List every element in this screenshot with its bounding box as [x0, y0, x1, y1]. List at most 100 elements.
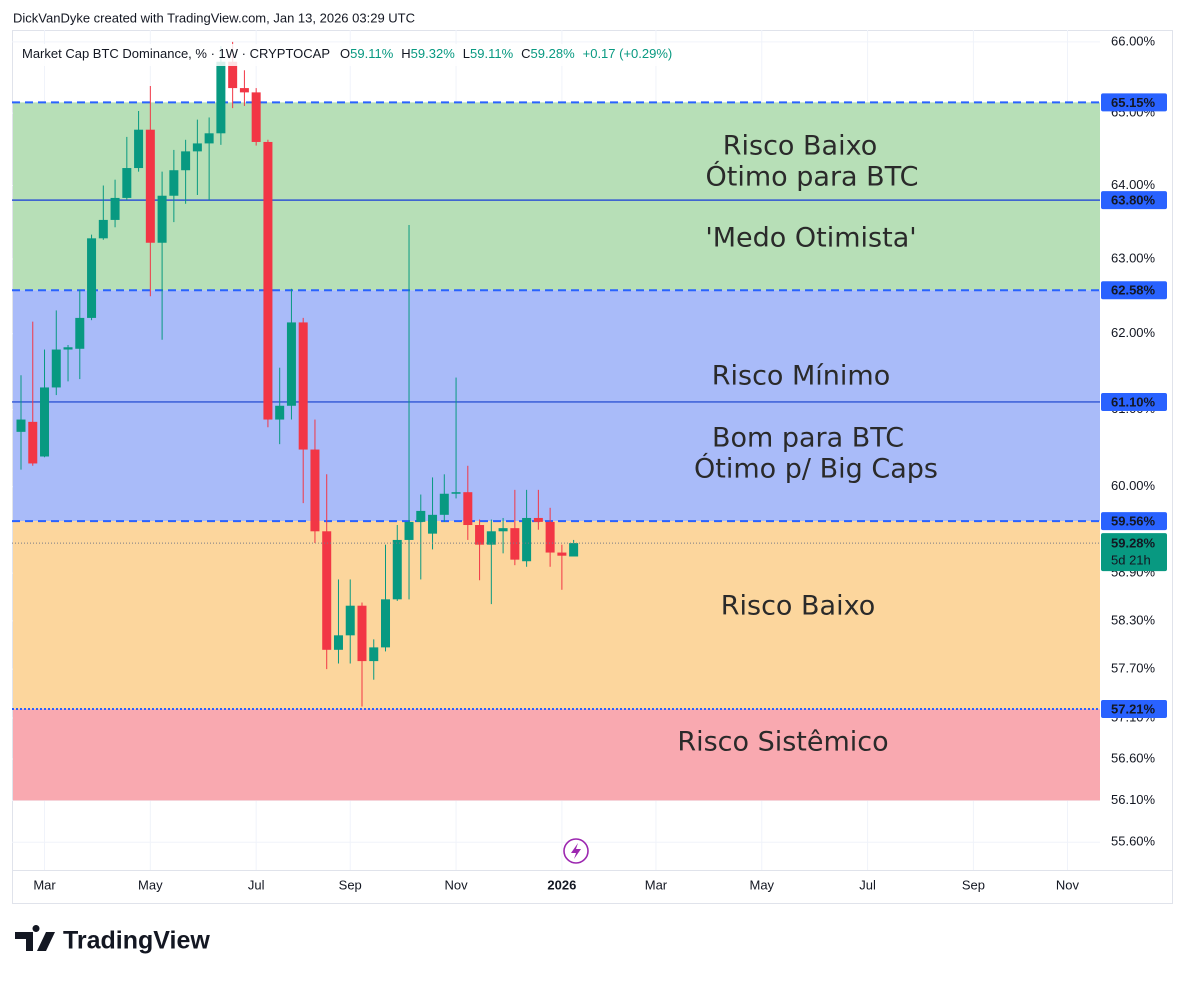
last-price-label: 59.28%: [1111, 536, 1156, 551]
zone: [13, 521, 1100, 709]
candle-body: [181, 151, 191, 171]
level-tag-label: 61.10%: [1111, 394, 1156, 409]
zone-label: Risco Mínimo: [712, 361, 891, 392]
brand-name: TradingView: [63, 927, 210, 955]
candle-body: [416, 510, 426, 522]
candle-body: [16, 419, 26, 432]
chart-frame: [12, 30, 1173, 904]
h-label: H: [401, 46, 410, 61]
level-tag-label: 63.80%: [1111, 193, 1156, 208]
zone-label: Risco Baixo: [721, 591, 876, 622]
level-tag-label: 57.21%: [1111, 701, 1156, 716]
x-tick-label: Jul: [248, 877, 265, 892]
candle-body: [275, 405, 285, 420]
candle-body: [451, 492, 461, 494]
zone-label: 'Medo Otimista': [705, 223, 916, 254]
candle-body: [286, 322, 296, 406]
o: 59.11%: [350, 46, 394, 61]
zones: [13, 102, 1100, 801]
zone-label: Risco Sistêmico: [677, 727, 888, 758]
y-tick-label: 62.00%: [1111, 325, 1156, 340]
level-tag-label: 65.15%: [1111, 95, 1156, 110]
y-tick-label: 58.30%: [1111, 612, 1156, 627]
candle-body: [392, 539, 402, 600]
zone: [13, 708, 1100, 801]
level-tag-label: 62.58%: [1111, 283, 1156, 298]
candle-body: [75, 317, 85, 349]
candle-body: [310, 449, 320, 532]
y-tick-label: 56.60%: [1111, 750, 1156, 765]
candle-body: [381, 599, 391, 648]
zone-label: Ótimo para BTC: [706, 161, 919, 193]
event-bolt: [571, 843, 581, 859]
candle-body: [557, 552, 567, 556]
candle-body: [216, 61, 226, 134]
legend-bg: [16, 44, 756, 66]
candle-body: [204, 133, 214, 144]
y-tick-label: 64.00%: [1111, 177, 1156, 192]
zone-label: Bom para BTC: [712, 423, 904, 454]
credit: DickVanDyke created with TradingView.com…: [13, 10, 415, 25]
annotations: Risco Baixo Ótimo para BTC 'Medo Otimist…: [677, 131, 938, 758]
y-tick-label: 63.00%: [1111, 250, 1156, 265]
sep: ·: [238, 46, 250, 61]
level-tag: [1101, 281, 1167, 300]
level-tag: [1101, 93, 1167, 112]
y-tick-label: 57.70%: [1111, 661, 1156, 676]
c-label: C: [521, 46, 530, 61]
candle-body: [263, 141, 273, 420]
axes: 66.00%65.00%64.00%63.00%62.00%61.00%60.0…: [33, 33, 1167, 892]
l-label: L: [463, 46, 470, 61]
candle-body: [545, 521, 555, 553]
candle-body: [98, 219, 108, 239]
legend-text: Market Cap BTC Dominance, % · 1W · CRYPT…: [22, 46, 672, 61]
legend: Market Cap BTC Dominance, % · 1W · CRYPT…: [16, 44, 756, 66]
countdown: 5d 21h: [1111, 553, 1151, 568]
candle-body: [239, 88, 249, 93]
x-tick-label: Sep: [962, 877, 985, 892]
candle-body: [63, 347, 73, 350]
level-tag: [1101, 392, 1167, 411]
zone-label: Risco Baixo: [723, 131, 878, 162]
candle-body: [333, 635, 343, 650]
candles: [12, 41, 1100, 707]
candle-body: [251, 92, 261, 142]
candle-body: [369, 647, 379, 662]
o-label: O: [340, 46, 350, 61]
candle-body: [169, 170, 179, 196]
zone: [13, 290, 1100, 522]
candle-body: [486, 531, 496, 545]
candle-body: [345, 605, 355, 636]
c: 59.28%: [531, 46, 576, 61]
zone: [13, 102, 1100, 291]
sep: ·: [207, 46, 219, 61]
candle-body: [533, 517, 543, 522]
candle-body: [157, 195, 167, 243]
x-tick-label: Jul: [859, 877, 876, 892]
l: 59.11%: [470, 46, 514, 61]
level-tag: [1101, 191, 1167, 210]
level-tag: [1101, 699, 1167, 718]
candle-body: [28, 421, 38, 464]
candle-body: [522, 517, 532, 562]
candle-body: [134, 129, 144, 169]
symbol: Market Cap BTC Dominance, %: [22, 46, 207, 61]
x-tick-label: May: [138, 877, 163, 892]
event-icon[interactable]: [563, 838, 589, 864]
candle-body: [145, 129, 155, 243]
exchange: CRYPTOCAP: [250, 46, 330, 61]
candle-body: [510, 528, 520, 560]
y-tick-label: 56.10%: [1111, 792, 1156, 807]
candle-body: [110, 197, 120, 220]
x-tick-label: Mar: [645, 877, 668, 892]
level-tag-label: 59.56%: [1111, 514, 1156, 529]
candle-body: [428, 514, 438, 534]
level-tag: [1101, 512, 1167, 531]
x-tick-label: Mar: [33, 877, 56, 892]
candle-body: [498, 528, 508, 532]
candle-body: [404, 521, 414, 540]
candle-body: [475, 525, 485, 545]
price-axis: [1100, 31, 1172, 903]
